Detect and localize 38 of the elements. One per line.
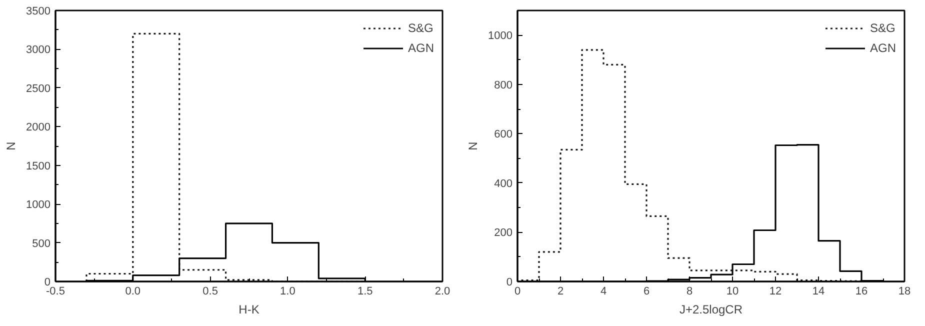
y-axis-title: N <box>466 142 480 150</box>
y-axis-title: N <box>4 142 18 150</box>
x-tick-label: 16 <box>855 286 868 298</box>
legend-label: S&G <box>408 21 434 35</box>
y-tick-label: 1500 <box>26 160 51 172</box>
x-tick-label: 2 <box>557 286 564 298</box>
y-tick-label: 3500 <box>26 6 51 18</box>
y-tick-label: 800 <box>494 79 513 92</box>
x-tick-label: 2.0 <box>434 286 450 298</box>
y-tick-label: 0 <box>44 276 51 288</box>
x-tick-label: 0.5 <box>202 286 218 298</box>
y-tick-label: 400 <box>494 178 513 190</box>
x-tick-label: 0.0 <box>125 286 141 298</box>
y-tick-label: 1000 <box>26 199 51 212</box>
x-tick-label: 6 <box>643 286 650 298</box>
x-tick-label: 18 <box>898 286 911 298</box>
y-tick-label: 200 <box>494 227 513 240</box>
x-tick-label: 12 <box>769 286 782 298</box>
y-tick-label: 0 <box>506 276 513 288</box>
x-tick-label: 10 <box>726 286 739 298</box>
x-axis-title: H-K <box>238 302 260 316</box>
legend-label: AGN <box>408 41 434 55</box>
x-tick-label: -0.5 <box>46 286 65 298</box>
y-tick-label: 2000 <box>26 122 51 134</box>
x-tick-label: 8 <box>686 286 693 298</box>
x-tick-label: 1.5 <box>357 286 373 298</box>
y-tick-label: 500 <box>32 238 51 250</box>
legend-label: AGN <box>870 41 896 55</box>
x-tick-label: 14 <box>812 286 825 298</box>
y-tick-label: 2500 <box>26 82 51 95</box>
y-tick-label: 3000 <box>26 44 51 56</box>
legend-label: S&G <box>870 21 896 35</box>
x-axis-title: J+2.5logCR <box>679 302 743 316</box>
y-tick-label: 600 <box>494 128 513 141</box>
y-tick-label: 1000 <box>488 30 513 42</box>
x-tick-label: 0 <box>514 286 521 298</box>
x-tick-label: 4 <box>600 286 607 298</box>
x-tick-label: 1.0 <box>280 286 296 298</box>
